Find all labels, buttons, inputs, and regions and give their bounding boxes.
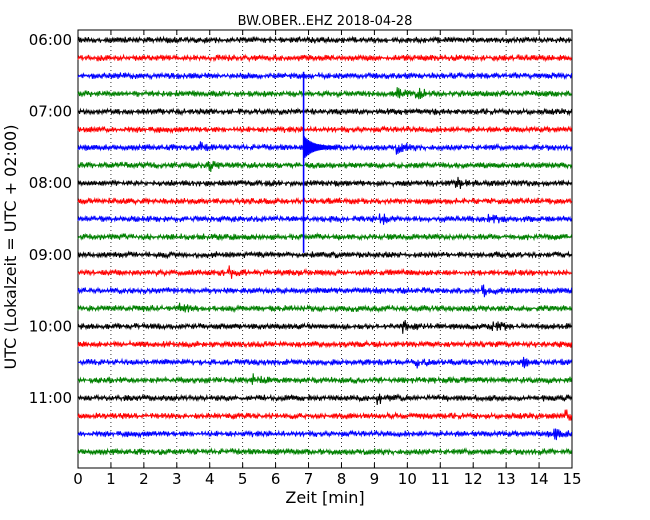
x-tick-label: 15 xyxy=(562,470,581,488)
x-tick-label: 7 xyxy=(304,470,314,488)
x-tick-label: 3 xyxy=(172,470,182,488)
x-tick-label: 13 xyxy=(497,470,516,488)
y-axis-ticks: 06:00 07:00 08:00 09:00 10:00 11:00 xyxy=(29,31,572,407)
trace-5 xyxy=(77,125,573,135)
trace-19 xyxy=(77,373,573,385)
x-tick-label: 1 xyxy=(106,470,116,488)
x-tick-label: 9 xyxy=(370,470,380,488)
trace-23 xyxy=(77,447,573,457)
trace-7 xyxy=(77,160,573,173)
trace-21 xyxy=(77,409,573,421)
trace-9 xyxy=(77,196,573,206)
x-tick-label: 6 xyxy=(271,470,281,488)
trace-18 xyxy=(77,356,573,369)
trace-17 xyxy=(77,339,573,349)
trace-3 xyxy=(77,87,573,100)
seismic-traces xyxy=(77,35,573,457)
x-tick-label: 8 xyxy=(337,470,347,488)
trace-13 xyxy=(77,265,572,279)
x-tick-label: 5 xyxy=(238,470,248,488)
x-axis-label: Zeit [min] xyxy=(285,488,364,507)
chart-title: BW.OBER..EHZ 2018-04-28 xyxy=(238,14,413,29)
x-tick-label: 10 xyxy=(398,470,417,488)
y-tick-label: 11:00 xyxy=(29,389,72,407)
x-tick-label: 4 xyxy=(205,470,215,488)
trace-12 xyxy=(77,250,573,260)
trace-14 xyxy=(77,284,573,298)
y-tick-label: 06:00 xyxy=(29,31,72,49)
y-tick-label: 07:00 xyxy=(29,103,72,121)
x-tick-label: 2 xyxy=(139,470,149,488)
event-coda xyxy=(303,136,338,160)
trace-8 xyxy=(77,176,573,190)
y-tick-label: 08:00 xyxy=(29,174,72,192)
x-tick-label: 12 xyxy=(464,470,483,488)
trace-11 xyxy=(77,232,573,242)
trace-0 xyxy=(77,35,572,45)
trace-2 xyxy=(77,71,573,81)
trace-20 xyxy=(77,393,573,405)
trace-15 xyxy=(77,302,573,314)
y-tick-label: 10:00 xyxy=(29,317,72,335)
x-tick-label: 11 xyxy=(431,470,450,488)
trace-16 xyxy=(77,320,573,334)
earthquake-event xyxy=(302,71,338,253)
plot-frame xyxy=(77,29,573,469)
x-tick-label: 0 xyxy=(73,470,83,488)
y-axis-label: UTC (Lokalzeit = UTC + 02:00) xyxy=(1,125,20,370)
trace-10 xyxy=(77,213,573,225)
trace-1 xyxy=(77,53,573,63)
trace-4 xyxy=(77,107,573,117)
x-tick-label: 14 xyxy=(530,470,549,488)
y-tick-label: 09:00 xyxy=(29,246,72,264)
x-axis-ticks: 0 1 2 3 4 5 6 7 8 9 10 11 12 13 14 15 xyxy=(73,30,582,488)
trace-22 xyxy=(77,428,573,441)
